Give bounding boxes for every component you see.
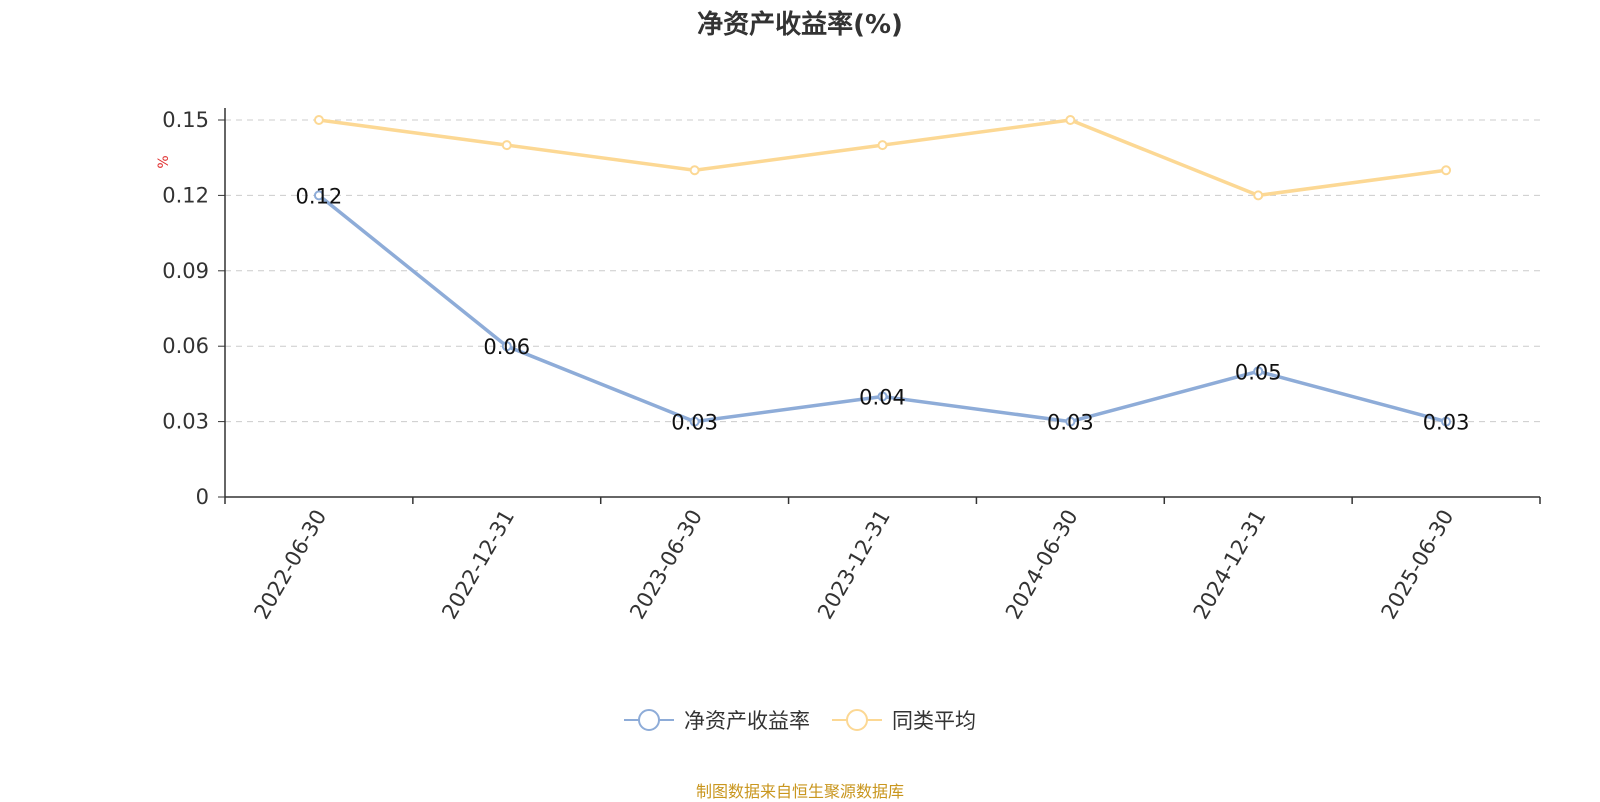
x-tick-label: 2022-06-30 — [249, 506, 331, 624]
legend-label-roe: 净资产收益率 — [684, 709, 810, 733]
data-label: 0.06 — [483, 335, 530, 359]
x-tick-label: 2024-12-31 — [1189, 506, 1271, 624]
y-tick-label: 0 — [196, 485, 209, 509]
y-tick-label: 0.03 — [162, 410, 209, 434]
x-tick-label: 2022-12-31 — [437, 506, 519, 624]
data-point-1 — [877, 140, 888, 151]
y-tick-label: 0.09 — [162, 259, 209, 283]
data-point-0 — [1441, 416, 1452, 427]
data-point-1 — [1441, 165, 1452, 176]
x-tick-label: 2023-06-30 — [625, 506, 707, 624]
data-label: 0.12 — [296, 184, 343, 208]
data-point-0 — [1065, 416, 1076, 427]
chart-title: 净资产收益率(%) — [697, 10, 903, 40]
legend-marker-roe — [624, 709, 674, 731]
data-point-0 — [689, 416, 700, 427]
legend-item-peer-average[interactable]: 同类平均 — [832, 705, 976, 735]
data-point-1 — [1065, 115, 1076, 125]
legend: 净资产收益率 同类平均 — [0, 705, 1600, 735]
y-axis-unit: % — [156, 155, 172, 168]
data-source-note: 制图数据来自恒生聚源数据库 — [695, 782, 904, 801]
data-label: 0.05 — [1235, 360, 1282, 384]
series-line-1 — [318, 118, 1447, 198]
data-label: 0.04 — [859, 385, 906, 409]
data-point-1 — [501, 140, 512, 151]
y-tick-label: 0.06 — [162, 334, 209, 358]
data-label: 0.03 — [1423, 411, 1470, 435]
x-tick-label: 2025-06-30 — [1377, 506, 1459, 624]
data-point-1 — [313, 115, 324, 125]
legend-label-peer-average: 同类平均 — [892, 709, 976, 733]
data-point-1 — [689, 165, 700, 176]
legend-item-roe[interactable]: 净资产收益率 — [624, 705, 810, 735]
data-label: 0.03 — [1047, 411, 1094, 435]
data-point-0 — [877, 391, 888, 402]
legend-marker-peer-average — [832, 709, 882, 731]
x-tick-label: 2023-12-31 — [813, 506, 895, 624]
data-point-0 — [313, 190, 324, 201]
x-tick-label: 2024-06-30 — [1001, 506, 1083, 624]
y-tick-label: 0.15 — [162, 108, 209, 132]
y-tick-label: 0.12 — [162, 183, 209, 207]
data-point-1 — [1253, 190, 1264, 201]
data-point-0 — [1253, 366, 1264, 377]
data-point-0 — [501, 341, 512, 352]
data-label: 0.03 — [671, 411, 718, 435]
